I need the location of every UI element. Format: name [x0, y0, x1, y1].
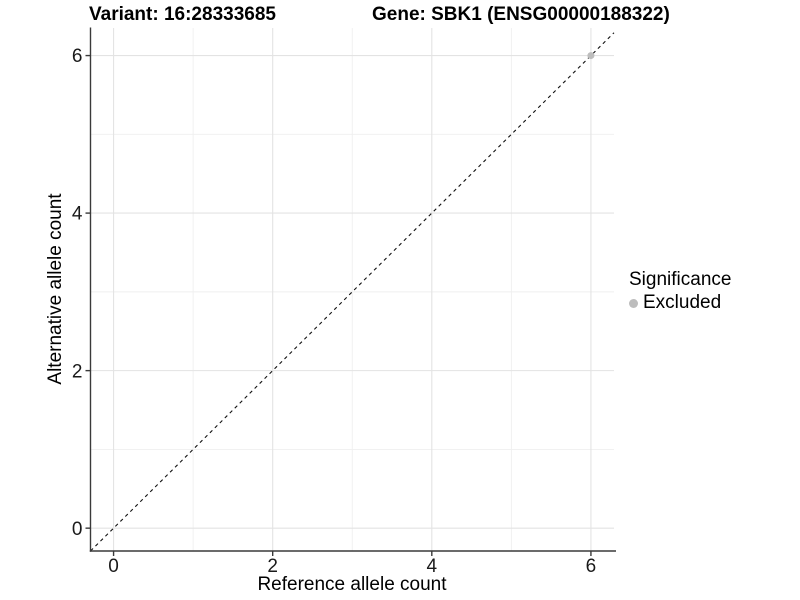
x-tick-label: 4	[427, 556, 438, 577]
legend-title: Significance	[629, 269, 732, 290]
variant-title: Variant: 16:28333685	[89, 4, 276, 25]
y-tick-label: 0	[72, 519, 83, 540]
x-tick-label: 0	[108, 556, 119, 577]
legend-item-excluded: Excluded	[629, 292, 731, 314]
data-point-excluded	[587, 52, 595, 60]
legend: Significance Excluded	[629, 269, 731, 314]
x-tick-label: 2	[267, 556, 278, 577]
y-tick-label: 2	[72, 361, 83, 382]
y-tick-label: 4	[72, 204, 83, 225]
y-tick-label: 6	[72, 46, 83, 67]
x-axis-title: Reference allele count	[257, 574, 447, 595]
gene-title: Gene: SBK1 (ENSG00000188322)	[372, 4, 670, 25]
x-tick-label: 6	[586, 556, 597, 577]
legend-item-label: Excluded	[643, 292, 722, 313]
y-axis-title: Alternative allele count	[45, 193, 66, 385]
excluded-dot-icon	[629, 298, 638, 308]
